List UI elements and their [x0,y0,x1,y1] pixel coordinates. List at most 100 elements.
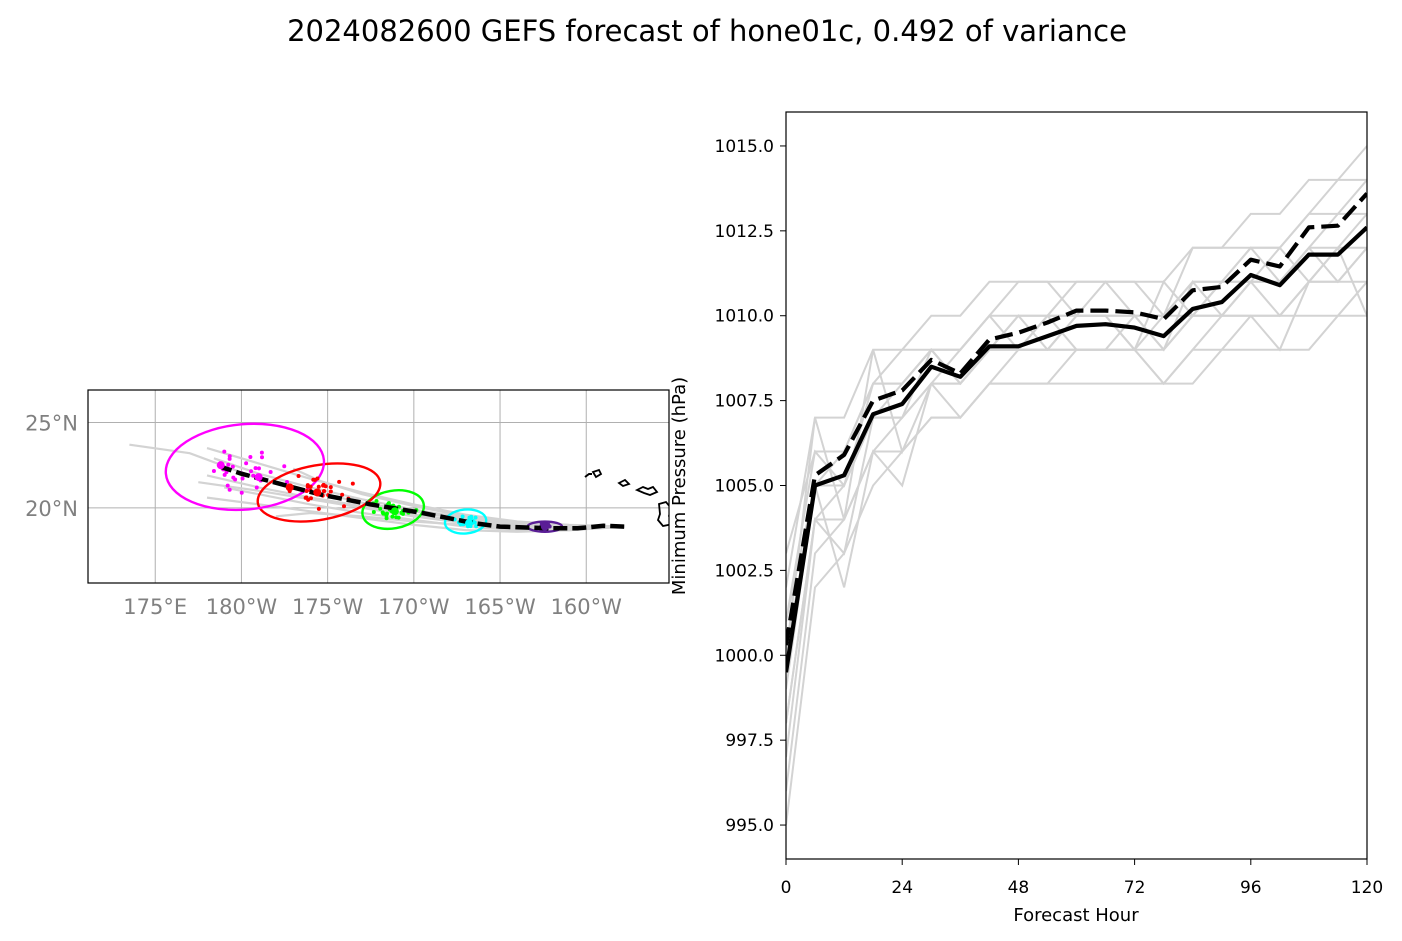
pressure-ensemble-member-line [786,212,1367,656]
map-member-dot [231,475,236,480]
map-member-dot [350,481,355,486]
pressure-x-tick-label: 24 [891,878,913,898]
map-member-dot [342,504,347,509]
map-longitude-tick-labels: 175°E 180°W 175°W 170°W 165°W 160°W [123,595,622,619]
map-member-dot [282,464,287,469]
island-kauai [584,473,592,478]
map-member-dot [390,514,395,519]
map-uncertainty-ellipse [443,508,488,535]
map-member-dot [337,479,342,484]
pressure-x-axis-label: Forecast Hour [1013,905,1139,926]
map-lon-tick-label: 180°W [206,595,278,619]
pressure-x-ticks: 0 24 48 72 96 120 [781,859,1383,898]
pressure-x-tick-label: 120 [1351,878,1383,898]
map-lat-tick-label: 20°N [25,497,78,521]
map-member-dot [322,489,327,494]
map-lon-tick-label: 165°W [464,595,536,619]
map-ensemble-tracks [129,443,625,533]
pressure-y-tick-label: 997.5 [725,731,774,751]
map-mean-position-marker [216,461,225,470]
pressure-ensemble-member-line [786,145,1367,588]
map-member-dot [316,506,321,511]
pressure-y-tick-label: 1010.0 [715,307,774,327]
map-member-dot [244,461,249,466]
map-member-dot [249,469,254,474]
pressure-solid-series [786,225,1367,673]
map-member-dot [371,509,376,514]
map-ensemble-track [223,486,625,532]
pressure-y-tick-label: 1000.0 [715,646,774,666]
map-member-dot [316,484,321,489]
map-member-dot [380,510,385,515]
pressure-ensemble-member-line [786,178,1367,554]
map-panel: 175°E 180°W 175°W 170°W 165°W 160°W 20°N 25°N [25,389,670,619]
pressure-ensemble-member-line [786,247,1367,724]
map-member-dot [222,449,227,454]
island-maui [634,485,659,496]
pressure-x-tick-label: 48 [1008,878,1030,898]
hawaiian-islands-outline [584,468,669,527]
map-uncertainty-ellipse [361,489,426,531]
map-ensemble-track [206,447,625,528]
map-lon-tick-label: 175°W [292,595,364,619]
map-lon-tick-label: 175°E [123,595,187,619]
pressure-y-tick-label: 1005.0 [715,477,774,497]
map-member-dot [315,476,320,481]
map-member-dot [311,477,316,482]
map-member-dot [260,455,265,460]
map-member-dot [394,515,399,520]
map-member-dot [384,513,389,518]
map-member-dot [460,514,465,519]
island-molokai [617,478,631,488]
map-member-dot [253,466,258,471]
map-frame [87,389,670,584]
map-member-dot [226,462,231,467]
map-member-dot [328,485,333,490]
map-background [88,390,669,583]
map-member-dot [328,489,333,494]
pressure-dashed-series [786,192,1367,646]
pressure-x-tick-label: 72 [1124,878,1146,898]
pressure-series [786,192,1367,673]
map-member-dot [239,490,244,495]
figure-title: 2024082600 GEFS forecast of hone01c, 0.4… [287,14,1127,48]
pressure-x-tick-label: 96 [1240,878,1262,898]
map-member-dot [378,506,383,511]
map-member-dot [340,492,345,497]
map-member-dot [469,514,474,519]
map-member-dot [474,524,479,529]
map-member-dot [386,501,391,506]
map-member-dot [306,497,311,502]
pressure-y-axis-label: Minimum Pressure (hPa) [669,377,690,595]
map-lon-tick-label: 170°W [378,595,450,619]
map-member-dot [296,474,301,479]
map-latitude-tick-labels: 20°N 25°N [25,411,78,520]
pressure-ensemble-member-line [786,281,1367,792]
map-mean-position-marker [285,483,294,492]
map-member-dot [268,469,273,474]
map-member-dot [308,484,313,489]
map-mean-position-marker [540,522,549,531]
pressure-ensemble-members [786,145,1367,826]
map-uncertainty-ellipse [256,462,382,523]
pressure-y-tick-label: 1012.5 [715,222,774,242]
map-member-dot [211,469,216,474]
map-member-dot [374,498,379,503]
pressure-ensemble-member-line [786,246,1367,622]
pressure-ensemble-member-line [786,179,1367,622]
map-member-dot [240,476,245,481]
map-lon-tick-label: 160°W [551,595,623,619]
map-mean-track-line [220,464,625,531]
map-member-dot [248,455,253,460]
map-mean-position-marker [390,507,399,516]
map-member-dot [256,466,261,471]
map-uncertainty-ellipse [164,422,326,512]
map-ensemble-track [292,467,625,528]
pressure-y-tick-label: 1002.5 [715,561,774,581]
map-member-dot [254,485,259,490]
map-lat-tick-label: 25°N [25,411,78,435]
map-mean-track [216,461,625,531]
pressure-panel: 995.0 997.5 1000.0 1002.5 1005.0 1007.5 1010.0… [669,111,1383,926]
map-member-dot [225,483,230,488]
